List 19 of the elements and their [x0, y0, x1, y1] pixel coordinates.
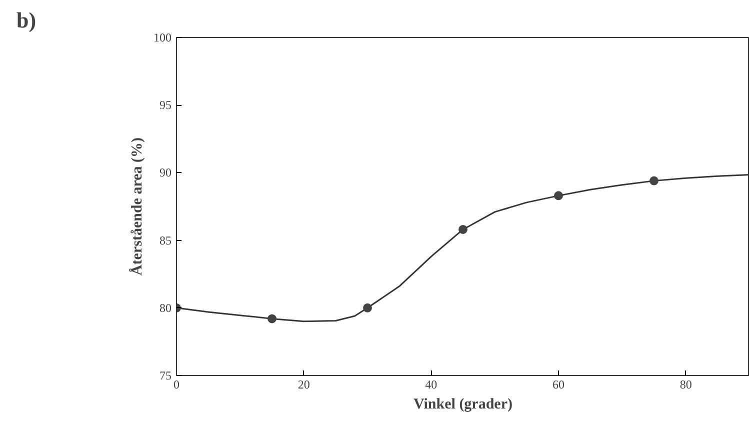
y-tick-label: 100: [154, 30, 172, 44]
y-tick-label: 95: [160, 98, 172, 112]
y-axis-title: Återstående area (%): [128, 137, 146, 276]
x-tick-label: 0: [174, 378, 180, 392]
x-tick-label: 80: [680, 378, 692, 392]
y-tick-label: 90: [160, 166, 172, 180]
y-tick-label: 85: [160, 233, 172, 248]
y-tick-label: 75: [160, 368, 172, 382]
point: [363, 303, 372, 312]
point: [268, 314, 276, 324]
y-tick-label: 80: [160, 300, 172, 315]
point: [554, 191, 563, 200]
point: [458, 224, 468, 234]
x-axis-title: Vinkel (grader): [413, 396, 513, 412]
point: [650, 176, 658, 186]
x-tick-label: 20: [298, 378, 310, 392]
x-tick-label: 40: [425, 378, 438, 392]
x-tick-label: 60: [552, 378, 564, 392]
chart-title: b): [16, 8, 36, 32]
